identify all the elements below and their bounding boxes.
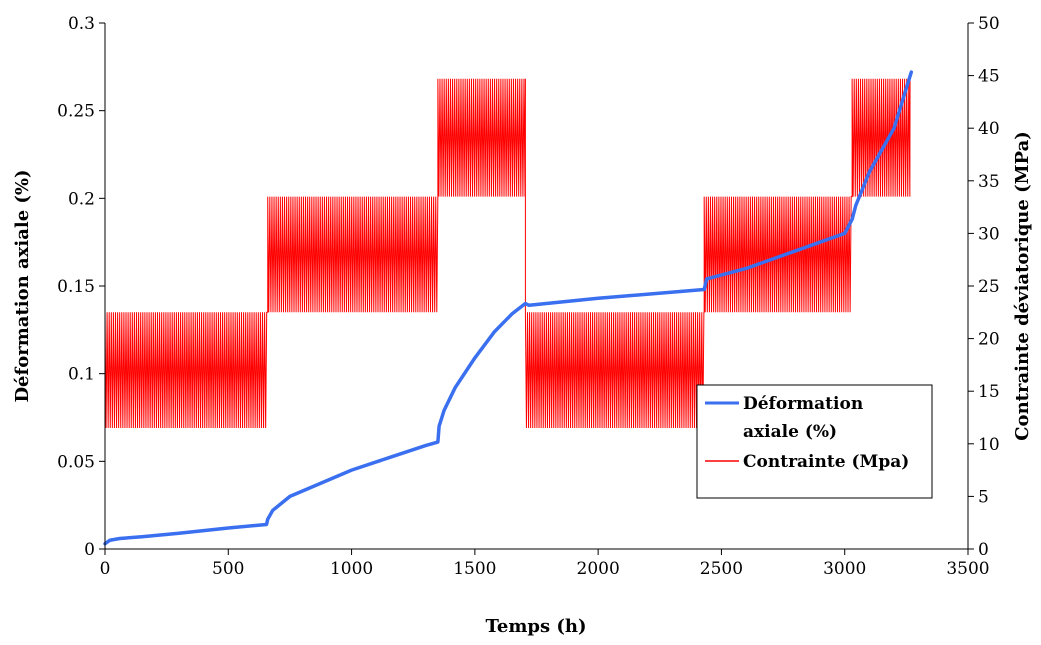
y-left-tick-label: 0.3 bbox=[68, 14, 95, 34]
y-left-tick-label: 0.05 bbox=[57, 452, 95, 472]
y-right-tick-label: 45 bbox=[978, 67, 1000, 87]
x-tick-label: 1000 bbox=[330, 559, 373, 579]
x-tick-label: 2500 bbox=[700, 559, 743, 579]
x-tick-label: 500 bbox=[212, 559, 244, 579]
legend: Déformation axiale (%) Contrainte (Mpa) bbox=[697, 385, 932, 498]
x-tick-label: 2000 bbox=[577, 559, 620, 579]
x-tick-label: 3500 bbox=[946, 559, 989, 579]
legend-label-deformation-line2: axiale (%) bbox=[743, 422, 837, 442]
y-right-tick-label: 50 bbox=[978, 14, 1000, 34]
x-tick-label: 0 bbox=[100, 559, 111, 579]
y-left-axis-title: Déformation axiale (%) bbox=[12, 169, 33, 402]
y-right-tick-label: 10 bbox=[978, 435, 1000, 455]
y-right-axis-title: Contrainte déviatorique (MPa) bbox=[1012, 131, 1033, 441]
y-left-tick-label: 0.15 bbox=[57, 277, 95, 297]
y-right-tick-label: 5 bbox=[978, 487, 989, 507]
y-right-tick-label: 20 bbox=[978, 330, 1000, 350]
legend-label-deformation-line1: Déformation bbox=[743, 394, 863, 414]
y-right-tick-label: 0 bbox=[978, 540, 989, 560]
y-left-tick-label: 0 bbox=[84, 540, 95, 560]
y-left-tick-label: 0.2 bbox=[68, 189, 95, 209]
x-tick-label: 1500 bbox=[453, 559, 496, 579]
x-axis-title: Temps (h) bbox=[486, 616, 587, 637]
y-right-tick-label: 40 bbox=[978, 119, 1000, 139]
y-left-tick-label: 0.25 bbox=[57, 102, 95, 122]
y-right-tick-label: 25 bbox=[978, 277, 1000, 297]
legend-label-contrainte: Contrainte (Mpa) bbox=[743, 452, 909, 472]
y-left-tick-label: 0.1 bbox=[68, 365, 95, 385]
y-right-tick-label: 35 bbox=[978, 172, 1000, 192]
y-right-tick-label: 30 bbox=[978, 224, 1000, 244]
x-tick-label: 3000 bbox=[823, 559, 866, 579]
y-right-tick-label: 15 bbox=[978, 382, 1000, 402]
